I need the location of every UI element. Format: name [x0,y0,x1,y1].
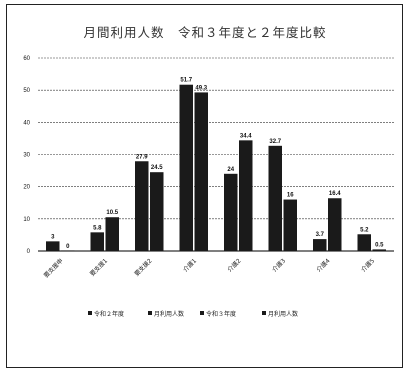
y-axis-ticks: 0 10 20 30 40 50 60 [23,56,30,255]
y-tick-label: 40 [23,120,30,126]
bars [46,84,386,251]
y-tick-label: 30 [23,153,30,159]
data-label: 24.5 [151,165,163,171]
bar [90,232,104,251]
bar [150,172,164,251]
y-tick-label: 20 [23,185,30,191]
category-label: 要支援申 [42,257,65,280]
data-labels: 3 0 5.8 10.5 27.924.5 51.749.3 24 34.4 32.7 16 3.7… [51,78,384,250]
category-labels: 要支援申 要支援1 要支援2 介護1 介護2 介護3 介護4 介護5 [42,257,376,280]
bar [268,145,282,251]
data-label: 3 [51,234,55,240]
data-label: 27.9 [136,154,148,160]
legend-swatch [200,311,204,315]
legend-label: 月利用人数 [154,310,184,318]
category-label: 要支援2 [133,257,154,278]
data-label: 5.2 [360,227,369,233]
bar [46,241,60,251]
category-label: 要支援1 [88,257,109,278]
y-tick-label: 0 [27,249,31,255]
legend-swatch [88,311,92,315]
data-label: 0.5 [375,242,384,248]
bar [224,173,238,251]
category-label: 介護1 [181,257,198,274]
bar [135,161,149,251]
y-tick-label: 10 [23,217,30,223]
category-label: 介護2 [226,257,243,274]
y-tick-label: 50 [23,88,30,94]
data-label: 51.7 [180,78,192,84]
legend: 令和２年度 月利用人数 令和３年度 月利用人数 [88,310,298,318]
bar [328,198,342,251]
data-label: 10.5 [106,210,118,216]
bar [313,239,327,251]
chart-title: 月間利用人数 令和３年度と２年度比較 [83,25,327,40]
legend-swatch [148,311,152,315]
data-label: 32.7 [269,139,281,145]
data-label: 16.4 [329,191,341,197]
bar [283,199,297,251]
y-tick-label: 60 [23,56,30,62]
bar [357,234,371,251]
category-label: 介護4 [315,257,332,274]
bar [372,249,386,251]
data-label: 5.8 [93,225,102,231]
data-label: 49.3 [195,85,207,91]
category-label: 介護3 [270,257,287,274]
data-label: 3.7 [316,232,325,238]
category-label: 介護5 [359,257,376,274]
bar [105,217,119,251]
bar [239,140,253,251]
legend-label: 月利用人数 [268,310,298,318]
data-label: 0 [66,244,70,250]
legend-label: 令和２年度 [94,310,124,318]
bar [179,84,193,251]
data-label: 34.4 [240,133,252,139]
data-label: 16 [287,193,294,199]
legend-label: 令和３年度 [206,310,236,318]
legend-swatch [262,311,266,315]
data-label: 24 [227,167,234,173]
bar [194,92,208,251]
